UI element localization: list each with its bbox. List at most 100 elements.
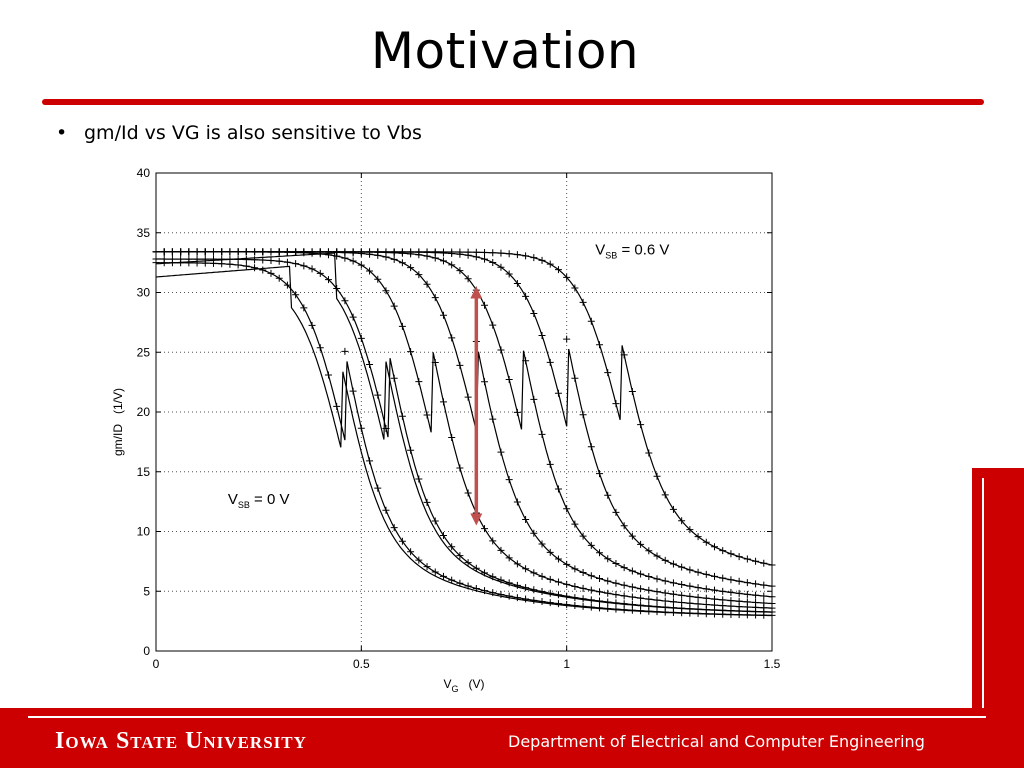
series-marker-8 <box>628 387 636 395</box>
series-marker-5 <box>727 597 735 605</box>
series-marker-4 <box>612 591 620 599</box>
series-marker-1 <box>439 572 447 580</box>
title-divider <box>42 99 984 105</box>
series-marker-6 <box>686 582 694 590</box>
series-marker-1 <box>357 424 365 432</box>
series-marker-3 <box>620 600 628 608</box>
series-marker-1 <box>579 602 587 610</box>
series-marker-3 <box>234 255 242 263</box>
series-marker-8 <box>702 538 710 546</box>
series-marker-1 <box>308 321 316 329</box>
series-marker-3 <box>513 581 521 589</box>
series-marker-7 <box>743 579 751 587</box>
annotation-0: VSB = 0.6 V <box>595 241 669 260</box>
series-marker-3 <box>505 579 513 587</box>
series-marker-6 <box>505 376 513 384</box>
series-marker-4 <box>538 572 546 580</box>
series-marker-5 <box>513 498 521 506</box>
series-marker-5 <box>489 415 497 423</box>
series-marker-8 <box>415 248 423 256</box>
series-marker-5 <box>456 361 464 369</box>
series-marker-4 <box>579 584 587 592</box>
series-marker-8 <box>563 273 571 281</box>
series-marker-3 <box>374 391 382 399</box>
series-marker-5 <box>620 581 628 589</box>
y-axis-label: gm/ID (1/V) <box>111 388 125 456</box>
series-marker-4 <box>669 598 677 606</box>
x-tick-label: 1 <box>563 657 570 671</box>
sensitivity-arrow-head-bottom <box>470 513 483 526</box>
series-marker-8 <box>768 561 776 569</box>
series-marker-4 <box>571 582 579 590</box>
series-marker-6 <box>768 593 776 601</box>
series-marker-6 <box>653 575 661 583</box>
series-marker-3 <box>152 255 160 263</box>
series-marker-6 <box>669 579 677 587</box>
series-marker-1 <box>497 590 505 598</box>
series-marker-8 <box>300 248 308 256</box>
series-line-6 <box>156 251 773 598</box>
series-marker-6 <box>661 577 669 585</box>
chart-curves <box>152 248 776 619</box>
series-marker-4 <box>407 348 415 356</box>
series-marker-8 <box>637 421 645 429</box>
series-marker-4 <box>694 600 702 608</box>
x-axis-label: VG (V) <box>443 677 484 694</box>
series-marker-4 <box>637 594 645 602</box>
series-marker-7 <box>678 563 686 571</box>
y-tick-label: 15 <box>137 465 151 479</box>
series-marker-6 <box>735 589 743 597</box>
series-marker-7 <box>694 568 702 576</box>
sensitivity-arrow-head-top <box>470 286 483 299</box>
series-marker-8 <box>324 248 332 256</box>
bullet-marker: • <box>56 122 68 144</box>
series-marker-6 <box>612 560 620 568</box>
series-marker-5 <box>735 597 743 605</box>
series-marker-1 <box>620 606 628 614</box>
series-marker-6 <box>571 520 579 528</box>
series-marker-7 <box>505 270 513 278</box>
series-marker-3 <box>407 446 415 454</box>
series-marker-8 <box>456 248 464 256</box>
series-marker-3 <box>341 297 349 305</box>
series-marker-8 <box>661 491 669 499</box>
series-marker-4 <box>645 595 653 603</box>
series-marker-4 <box>563 580 571 588</box>
series-marker-7 <box>637 540 645 548</box>
series-marker-7 <box>711 572 719 580</box>
series-marker-7 <box>628 532 636 540</box>
series-marker-3 <box>579 595 587 603</box>
series-marker-1 <box>341 347 349 355</box>
series-marker-4 <box>596 588 604 596</box>
series-marker-4 <box>390 302 398 310</box>
series-marker-8 <box>333 248 341 256</box>
series-marker-3 <box>596 597 604 605</box>
series-marker-4 <box>464 489 472 497</box>
series-marker-6 <box>481 301 489 309</box>
series-marker-5 <box>530 529 538 537</box>
series-marker-3 <box>645 602 653 610</box>
series-marker-8 <box>481 248 489 256</box>
series-marker-8 <box>604 369 612 377</box>
series-marker-1 <box>522 595 530 603</box>
series-marker-3 <box>333 285 341 293</box>
department-name: Department of Electrical and Computer En… <box>508 732 925 751</box>
series-marker-1 <box>292 291 300 299</box>
series-marker-7 <box>596 470 604 478</box>
series-marker-7 <box>661 556 669 564</box>
series-marker-1 <box>349 387 357 395</box>
series-marker-3 <box>563 592 571 600</box>
series-marker-4 <box>431 359 439 367</box>
series-marker-8 <box>439 248 447 256</box>
series-marker-8 <box>407 248 415 256</box>
series-marker-8 <box>612 400 620 408</box>
series-marker-3 <box>357 334 365 342</box>
series-marker-5 <box>546 548 554 556</box>
series-marker-3 <box>316 269 324 277</box>
series-marker-3 <box>472 564 480 572</box>
series-marker-7 <box>497 263 505 271</box>
series-marker-6 <box>760 592 768 600</box>
series-marker-3 <box>267 257 275 265</box>
series-marker-5 <box>481 378 489 386</box>
gm-id-chart: 0 0.5 1 1.5 0 5 10 15 20 25 30 35 40 VG (V) gm/ID (1/V… <box>111 166 781 694</box>
